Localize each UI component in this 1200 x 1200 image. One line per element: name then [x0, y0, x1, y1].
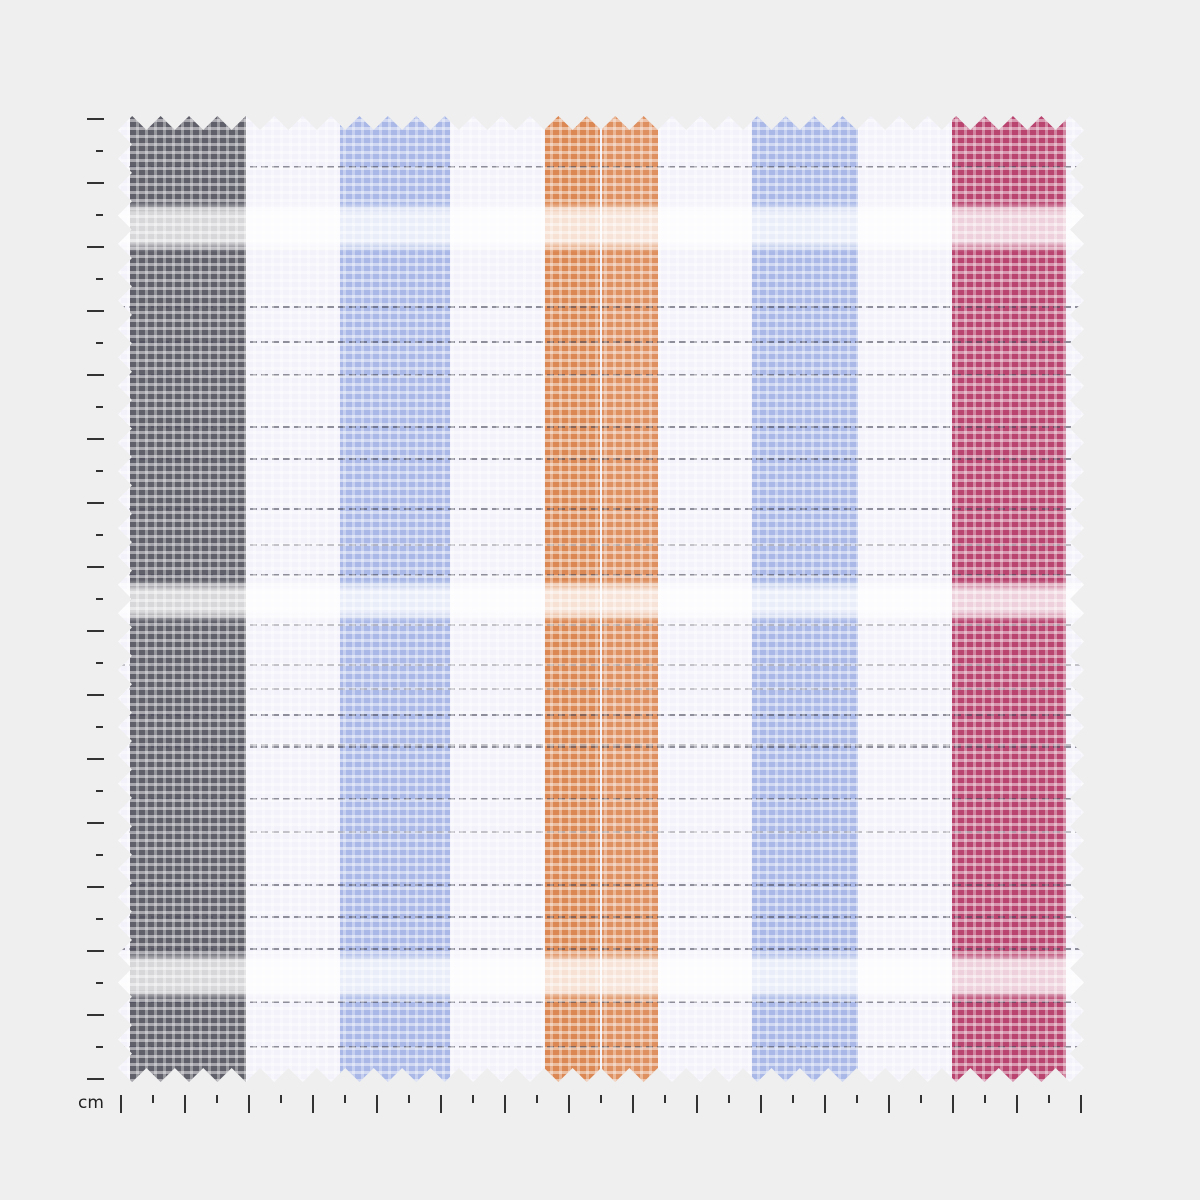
- ruler-major-tick: [87, 374, 104, 376]
- ruler-minor-tick: [664, 1095, 666, 1103]
- ruler-minor-tick: [96, 534, 103, 536]
- ruler-major-tick: [376, 1095, 378, 1113]
- ruler-minor-tick: [152, 1095, 154, 1103]
- ruler-major-tick: [760, 1095, 762, 1113]
- ruler-minor-tick: [792, 1095, 794, 1103]
- ruler-major-tick: [312, 1095, 314, 1113]
- ruler-major-tick: [696, 1095, 698, 1113]
- ruler-minor-tick: [216, 1095, 218, 1103]
- ruler-major-tick: [87, 1078, 104, 1080]
- ruler-minor-tick: [96, 790, 103, 792]
- ruler-major-tick: [248, 1095, 250, 1113]
- ruler-minor-tick: [280, 1095, 282, 1103]
- ruler-major-tick: [440, 1095, 442, 1113]
- ruler-major-tick: [87, 502, 104, 504]
- ruler-minor-tick: [96, 342, 103, 344]
- ruler-minor-tick: [96, 1046, 103, 1048]
- plaid-fabric: [118, 116, 1084, 1082]
- ruler-major-tick: [632, 1095, 634, 1113]
- fabric-swatch: [118, 116, 1084, 1082]
- ruler-major-tick: [568, 1095, 570, 1113]
- ruler-major-tick: [87, 118, 104, 120]
- ruler-minor-tick: [728, 1095, 730, 1103]
- ruler-major-tick: [87, 886, 104, 888]
- ruler-minor-tick: [96, 214, 103, 216]
- ruler-major-tick: [952, 1095, 954, 1113]
- ruler-minor-tick: [920, 1095, 922, 1103]
- ruler-minor-tick: [96, 470, 103, 472]
- ruler-major-tick: [87, 630, 104, 632]
- ruler-minor-tick: [1048, 1095, 1050, 1103]
- ruler-minor-tick: [96, 278, 103, 280]
- horizontal-light-bands: [118, 116, 1084, 1082]
- ruler-major-tick: [1016, 1095, 1018, 1113]
- ruler-major-tick: [87, 950, 104, 952]
- ruler-unit-label: cm: [78, 1093, 104, 1113]
- ruler-major-tick: [87, 758, 104, 760]
- ruler-major-tick: [504, 1095, 506, 1113]
- ruler-minor-tick: [96, 150, 103, 152]
- ruler-major-tick: [87, 438, 104, 440]
- ruler-minor-tick: [984, 1095, 986, 1103]
- ruler-major-tick: [888, 1095, 890, 1113]
- ruler-major-tick: [87, 694, 104, 696]
- ruler-major-tick: [87, 1014, 104, 1016]
- ruler-minor-tick: [856, 1095, 858, 1103]
- ruler-minor-tick: [600, 1095, 602, 1103]
- ruler-major-tick: [87, 182, 104, 184]
- ruler-major-tick: [184, 1095, 186, 1113]
- ruler-major-tick: [87, 246, 104, 248]
- ruler-minor-tick: [408, 1095, 410, 1103]
- ruler-minor-tick: [96, 406, 103, 408]
- ruler-major-tick: [87, 310, 104, 312]
- ruler-minor-tick: [96, 662, 103, 664]
- ruler-major-tick: [120, 1095, 122, 1113]
- ruler-minor-tick: [96, 982, 103, 984]
- ruler-major-tick: [1080, 1095, 1082, 1113]
- ruler-minor-tick: [96, 726, 103, 728]
- ruler-minor-tick: [96, 598, 103, 600]
- ruler-minor-tick: [344, 1095, 346, 1103]
- ruler-minor-tick: [536, 1095, 538, 1103]
- ruler-minor-tick: [96, 918, 103, 920]
- ruler-major-tick: [824, 1095, 826, 1113]
- ruler-minor-tick: [472, 1095, 474, 1103]
- ruler-major-tick: [87, 566, 104, 568]
- ruler-minor-tick: [96, 854, 103, 856]
- ruler-major-tick: [87, 822, 104, 824]
